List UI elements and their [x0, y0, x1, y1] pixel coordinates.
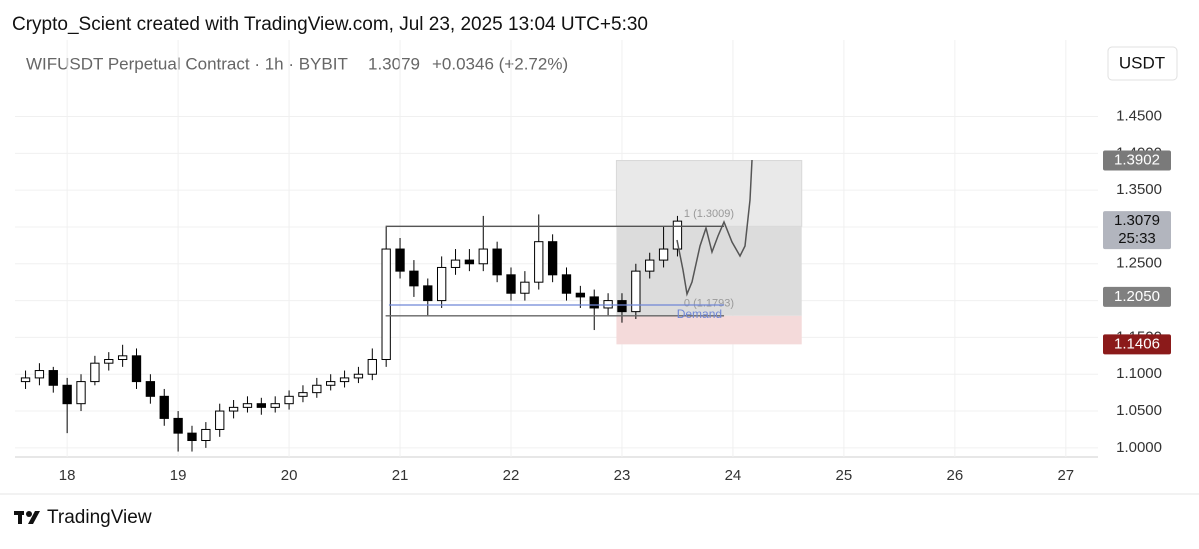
change: +0.0346 (+2.72%): [432, 54, 568, 73]
level-label: 1 (1.3009): [684, 208, 734, 220]
candle-body: [339, 377, 350, 383]
candle-body: [367, 359, 377, 375]
x-tick-label: 24: [725, 467, 742, 484]
candle-body: [104, 359, 114, 364]
price-marker-label: 1.3902: [1114, 151, 1160, 168]
candle-body: [284, 395, 294, 405]
candle-body: [492, 248, 502, 276]
candle-body: [76, 381, 86, 405]
candle-body: [658, 248, 669, 261]
candle-body: [256, 403, 266, 408]
plot: 1.00001.05001.10001.15001.20001.25001.30…: [15, 40, 1162, 484]
countdown: 25:33: [1118, 230, 1156, 247]
candle-body: [672, 220, 683, 250]
candle-body: [187, 432, 197, 442]
x-tick-label: 25: [836, 467, 853, 484]
candle-body: [90, 362, 100, 383]
candle-body: [464, 259, 475, 265]
candle-body: [270, 403, 280, 408]
candle-body: [395, 248, 405, 272]
candle-body: [228, 406, 239, 412]
candle-body: [242, 403, 253, 408]
candle-body: [145, 381, 156, 397]
x-tick-label: 26: [947, 467, 964, 484]
logo-part: [18, 511, 22, 524]
chart-title: Crypto_Scient created with TradingView.c…: [12, 14, 648, 35]
price-marker-label: 1.3079: [1114, 212, 1160, 229]
level-label: Demand: [677, 307, 722, 321]
candle-body: [423, 285, 433, 302]
y-tick-label: 1.0000: [1116, 439, 1162, 456]
y-tick-label: 1.2500: [1116, 255, 1162, 272]
logo: [14, 511, 40, 524]
x-tick-label: 21: [392, 467, 409, 484]
candle-body: [201, 428, 211, 442]
x-tick-label: 20: [281, 467, 298, 484]
price-marker: [1103, 150, 1171, 171]
candle-body: [436, 266, 447, 302]
candle-body: [631, 270, 641, 313]
price-marker: [1103, 334, 1171, 355]
x-tick-label: 19: [170, 467, 187, 484]
price-marker-label: 1.1406: [1114, 335, 1160, 352]
projection-path: [676, 159, 753, 297]
target-zone: [615, 160, 803, 227]
candle-body: [159, 395, 169, 419]
candle-body: [20, 377, 31, 383]
symbol: WIFUSDT Perpetual Contract · 1h · BYBIT: [26, 54, 348, 73]
candle-body: [117, 355, 128, 361]
logo-part: [26, 511, 32, 517]
price-marker: [1103, 211, 1171, 250]
candle-body: [353, 373, 364, 379]
candle-body: [561, 274, 572, 294]
level-label: 0 (1.1793): [684, 298, 734, 310]
candle-body: [298, 392, 308, 397]
currency-box[interactable]: [1107, 46, 1178, 81]
candle-body: [215, 410, 225, 430]
candle-body: [48, 370, 58, 386]
candle-body: [62, 384, 72, 405]
candle-body: [520, 281, 530, 294]
brand: TradingView: [47, 507, 152, 528]
candle-body: [326, 381, 336, 386]
candle-body: [173, 417, 183, 434]
price-marker: [1103, 286, 1171, 307]
candle-body: [575, 292, 586, 298]
candle-body: [478, 248, 488, 265]
candle-body: [589, 296, 599, 309]
candle-body: [450, 259, 461, 268]
candle-body: [506, 274, 516, 294]
candle-body: [131, 355, 142, 383]
y-tick-label: 1.0500: [1116, 402, 1162, 419]
candle-body: [534, 241, 544, 283]
candle-body: [547, 241, 558, 276]
logo-part: [28, 511, 40, 524]
x-tick-label: 18: [59, 467, 76, 484]
currency[interactable]: USDT: [1119, 53, 1165, 72]
stop-zone: [616, 315, 802, 345]
candle-body: [34, 370, 45, 379]
y-tick-label: 1.3500: [1116, 181, 1162, 198]
candle-body: [409, 270, 419, 287]
candle-body: [312, 384, 322, 394]
candle-body: [617, 300, 627, 313]
candle-body: [645, 259, 655, 272]
y-tick-label: 1.4500: [1116, 107, 1162, 124]
y-tick-label: 1.1000: [1116, 365, 1162, 382]
last-price: 1.3079: [368, 54, 420, 73]
price-marker-label: 1.2050: [1114, 288, 1160, 305]
x-tick-label: 22: [503, 467, 520, 484]
candle-body: [603, 300, 613, 309]
x-tick-label: 27: [1057, 467, 1074, 484]
candle-body: [381, 248, 391, 361]
x-tick-label: 23: [614, 467, 631, 484]
